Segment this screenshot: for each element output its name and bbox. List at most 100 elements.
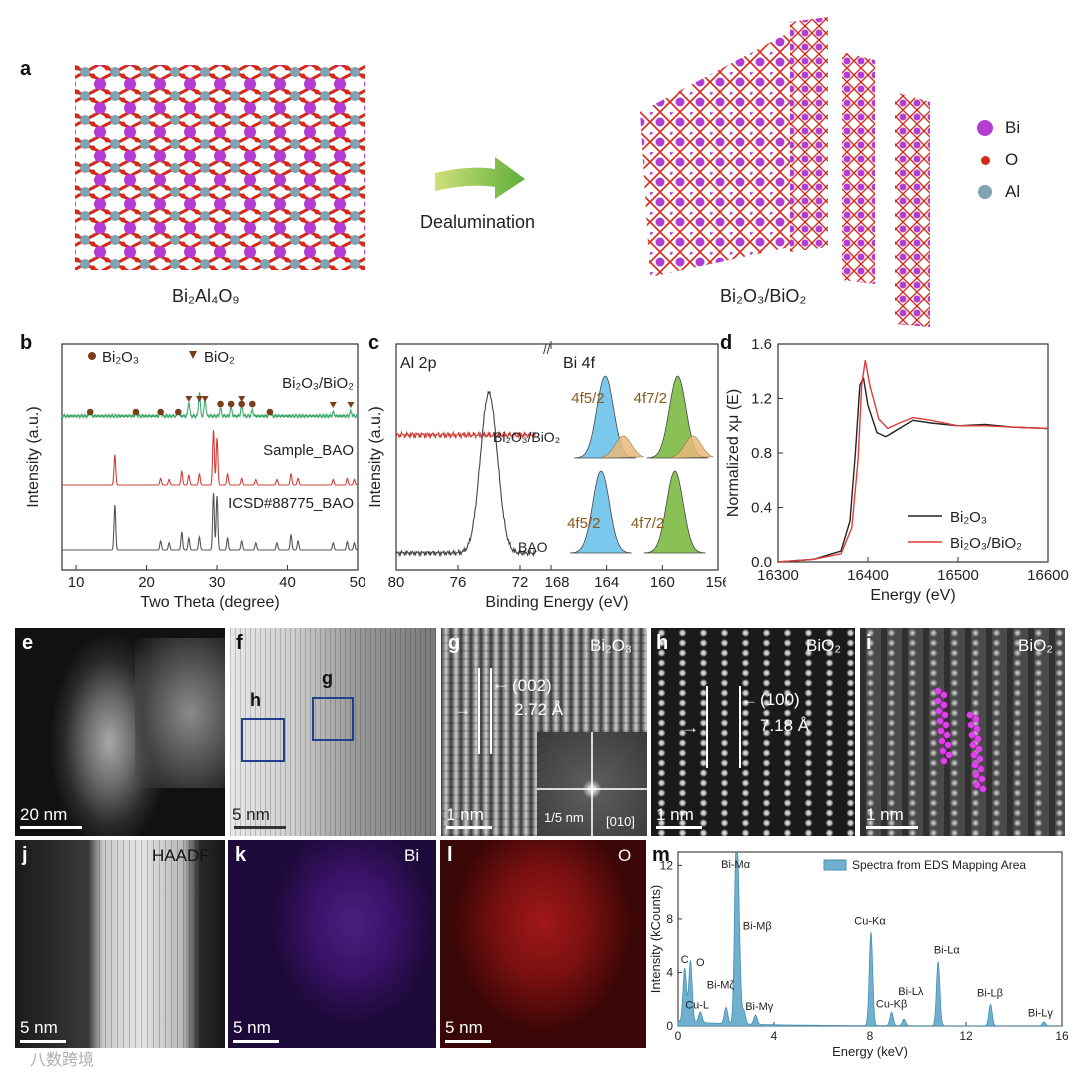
- bi4f-shoulder: [602, 435, 644, 459]
- panel-label-c: c: [368, 332, 380, 354]
- bi2o3-marker: [217, 400, 224, 408]
- bio2-marker: [195, 396, 203, 402]
- legend-label: Spectra from EDS Mapping Area: [852, 858, 1026, 872]
- al2p-sample-trace: [395, 430, 537, 440]
- peak-label: Bi-Lλ: [898, 986, 924, 998]
- micrograph-h: [651, 628, 855, 836]
- trace-label: Bi₂O₃/BiO₂: [282, 375, 354, 392]
- peak-label: 4f5/2: [567, 515, 600, 532]
- panel-label-m: m: [652, 844, 670, 866]
- bi4f-title: Bi 4f: [563, 355, 596, 372]
- bi2o3-marker: [132, 408, 140, 416]
- x-tick-label: 40: [279, 574, 296, 591]
- legend-swatch: [823, 859, 847, 871]
- xanes-trace: [777, 359, 1049, 563]
- micrograph-f: [230, 628, 436, 836]
- micrograph-l: [440, 840, 646, 1048]
- y-tick-label: 0.0: [751, 554, 772, 571]
- al-atom-icon: [978, 185, 992, 199]
- panel-label-i: i: [866, 632, 872, 654]
- title-h: BiO₂: [806, 636, 841, 655]
- y-tick-label: 1.6: [751, 338, 772, 353]
- x-tick-label: 12: [959, 1029, 973, 1043]
- lattice-line-g1: [478, 668, 480, 754]
- region-label-h: h: [250, 690, 261, 710]
- bi2o3-marker: [238, 400, 246, 408]
- x-tick-label: 164: [594, 574, 619, 591]
- region-box-h: [241, 718, 285, 762]
- peak-label: 4f7/2: [634, 390, 667, 407]
- legend-label: Bi₂O₃: [950, 509, 987, 526]
- bi2o3-marker: [227, 400, 235, 408]
- legend-bi2o3-label: Bi₂O₃: [102, 349, 139, 366]
- title-g: Bi₂O₃: [590, 636, 632, 655]
- y-tick-label: 8: [666, 912, 673, 926]
- legend-bio2-marker: [189, 351, 197, 359]
- legend-o: O: [975, 150, 1055, 182]
- legend-label: Bi₂O₃/BiO₂: [950, 535, 1022, 552]
- legend-al-label: Al: [1005, 182, 1021, 201]
- scale-label-l: 5 nm: [445, 1018, 483, 1037]
- x-axis-label: Two Theta (degree): [140, 594, 279, 611]
- lattice-line-h1: [706, 686, 708, 768]
- spacing-g: 2.72 Å: [514, 700, 564, 719]
- peak-label: 4f7/2: [631, 515, 664, 532]
- x-tick-label: 0: [675, 1029, 682, 1043]
- panel-label-h: h: [656, 632, 669, 654]
- peak-label: Bi-Lβ: [977, 988, 1003, 1000]
- eds-chart: 0 4 8 12 16 0 4 8 12 Energy (keV) Intensity (kCoun…: [648, 851, 1069, 1059]
- bi4f-peak: [570, 470, 632, 554]
- title-i: BiO₂: [1018, 636, 1053, 655]
- scale-bar-k: [233, 1040, 279, 1043]
- micrograph-e: [15, 628, 225, 836]
- plot-frame: [777, 343, 1049, 563]
- bi2o3-bio2-caption: Bi₂O₃/BiO₂: [720, 286, 807, 306]
- x-tick-label: 16: [1055, 1029, 1069, 1043]
- panel-label-f: f: [236, 632, 243, 654]
- arrow-right-g: →: [454, 700, 471, 719]
- plane-g: (002): [512, 676, 552, 695]
- x-tick-label: 20: [138, 574, 155, 591]
- legend-bi-label: Bi: [1005, 118, 1021, 137]
- watermark: 八数跨境: [30, 1052, 95, 1069]
- x-tick-label: 50: [350, 574, 365, 591]
- bio2-atom-overlay: [934, 687, 987, 793]
- structure-legend: Bi O Al: [975, 118, 1055, 214]
- legend-o-label: O: [1005, 150, 1019, 169]
- x-tick-label: 8: [867, 1029, 874, 1043]
- peak-label: C: [681, 954, 689, 966]
- x-tick-label: 30: [209, 574, 226, 591]
- al2p-bao-trace: [395, 390, 537, 558]
- x-axis-label: Energy (keV): [832, 1044, 908, 1059]
- title-k: Bi: [404, 846, 420, 865]
- peak-label: Bi-Mζ: [707, 980, 735, 992]
- o-atom-icon: [981, 156, 990, 165]
- y-axis-label: Intensity (kCounts): [648, 885, 663, 993]
- x-tick-label: 16600: [1027, 567, 1069, 584]
- peak-label: O: [696, 957, 705, 969]
- scale-label-g: 1 nm: [446, 805, 484, 824]
- bi2al4o9-crystal-structure: [75, 65, 365, 270]
- bi2o3-bio2-structure: [640, 17, 930, 327]
- x-tick-label: 16500: [937, 567, 979, 584]
- arrow-right-h: →: [682, 718, 699, 737]
- bi-atom-icon: [977, 120, 993, 136]
- plot-frame: [61, 343, 359, 571]
- scale-bar-i: [866, 826, 918, 829]
- bio2-marker: [329, 402, 337, 408]
- xrd-trace: [62, 492, 358, 551]
- xrd-trace: [62, 429, 358, 486]
- scale-label-f: 5 nm: [232, 805, 270, 824]
- scale-bar-f: [234, 826, 286, 829]
- peak-label: Bi-Lα: [934, 945, 961, 957]
- panel-label-g: g: [448, 632, 461, 654]
- arrow-left-g: ←: [492, 674, 509, 693]
- scale-bar-h: [656, 826, 702, 829]
- y-axis-label: Intensity (a.u.): [367, 406, 384, 507]
- axis-break-mark: //: [543, 342, 551, 357]
- dealumination-arrow: [435, 157, 525, 199]
- scale-label-k: 5 nm: [233, 1018, 271, 1037]
- panel-label-d: d: [720, 332, 733, 354]
- bi2o3-marker: [174, 408, 182, 416]
- x-tick-label: 16300: [757, 567, 799, 584]
